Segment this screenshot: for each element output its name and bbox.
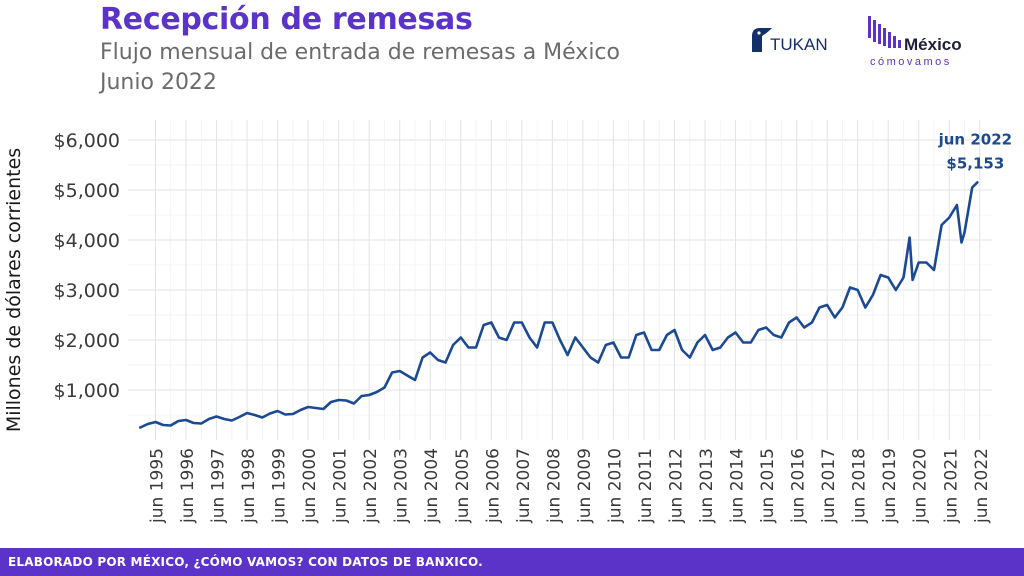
bars-logo-icon [868, 16, 901, 48]
remittances-series-line [138, 181, 979, 429]
x-tick-label: jun 2008 [544, 448, 564, 524]
toucan-bird-icon [752, 28, 772, 52]
x-tick-label: jun 2016 [789, 448, 809, 524]
chart-title: Recepción de remesas [100, 2, 473, 37]
x-tick-label: jun 2000 [300, 448, 320, 524]
x-tick-label: jun 2004 [422, 448, 442, 524]
x-tick-label: jun 2005 [453, 448, 473, 524]
x-tick-label: jun 2010 [605, 448, 625, 524]
y-tick-label: $2,000 [54, 330, 120, 352]
tukan-logo: TUKAN [748, 22, 848, 62]
x-tick-label: jun 1999 [270, 448, 290, 524]
x-tick-label: jun 1996 [178, 448, 198, 524]
x-tick-label: jun 2021 [941, 448, 961, 524]
y-tick-label: $6,000 [54, 130, 120, 152]
x-tick-label: jun 2017 [819, 448, 839, 524]
como-vamos-logo-text: cómovamos [870, 56, 952, 68]
annotation-value-label: $5,153 [946, 154, 1004, 172]
mexico-como-vamos-logo: México cómovamos [866, 14, 986, 74]
chart-subtitle: Flujo mensual de entrada de remesas a Mé… [100, 40, 620, 65]
x-tick-label: jun 2002 [361, 448, 381, 524]
footer-source-text: ELABORADO POR MÉXICO, ¿CÓMO VAMOS? CON D… [8, 555, 483, 569]
x-tick-label: jun 2011 [636, 448, 656, 524]
x-tick-label: jun 1997 [209, 448, 229, 524]
remittances-line-chart: $1,000 $2,000 $3,000 $4,000 $5,000 $6,000 jun … [3, 120, 1012, 524]
x-tick-label: jun 2019 [880, 448, 900, 524]
y-tick-label: $1,000 [54, 380, 120, 402]
x-tick-label: jun 2020 [911, 448, 931, 524]
x-tick-label: jun 2003 [392, 448, 412, 524]
x-tick-label: jun 2014 [728, 448, 748, 524]
annotation-date-label: jun 2022 [938, 130, 1012, 148]
x-tick-label: jun 2009 [575, 448, 595, 524]
x-tick-label: jun 2006 [483, 448, 503, 524]
x-tick-label: jun 2022 [972, 448, 992, 524]
footer-bar: ELABORADO POR MÉXICO, ¿CÓMO VAMOS? CON D… [0, 548, 1024, 576]
y-tick-label: $4,000 [54, 230, 120, 252]
x-tick-label: jun 2018 [850, 448, 870, 524]
x-tick-label: jun 1995 [147, 448, 167, 524]
x-tick-label: jun 2013 [697, 448, 717, 524]
x-tick-label: jun 2015 [758, 448, 778, 524]
chart-date-subtitle: Junio 2022 [100, 70, 217, 95]
y-tick-label: $5,000 [54, 180, 120, 202]
x-tick-label: jun 2007 [514, 448, 534, 524]
x-tick-label: jun 2012 [666, 448, 686, 524]
y-axis-title: Millones de dólares corrientes [3, 148, 25, 432]
mexico-logo-text: México [904, 35, 962, 54]
x-tick-label: jun 2001 [331, 448, 351, 524]
y-tick-label: $3,000 [54, 280, 120, 302]
x-tick-label: jun 1998 [239, 448, 259, 524]
tukan-logo-text: TUKAN [770, 35, 828, 54]
